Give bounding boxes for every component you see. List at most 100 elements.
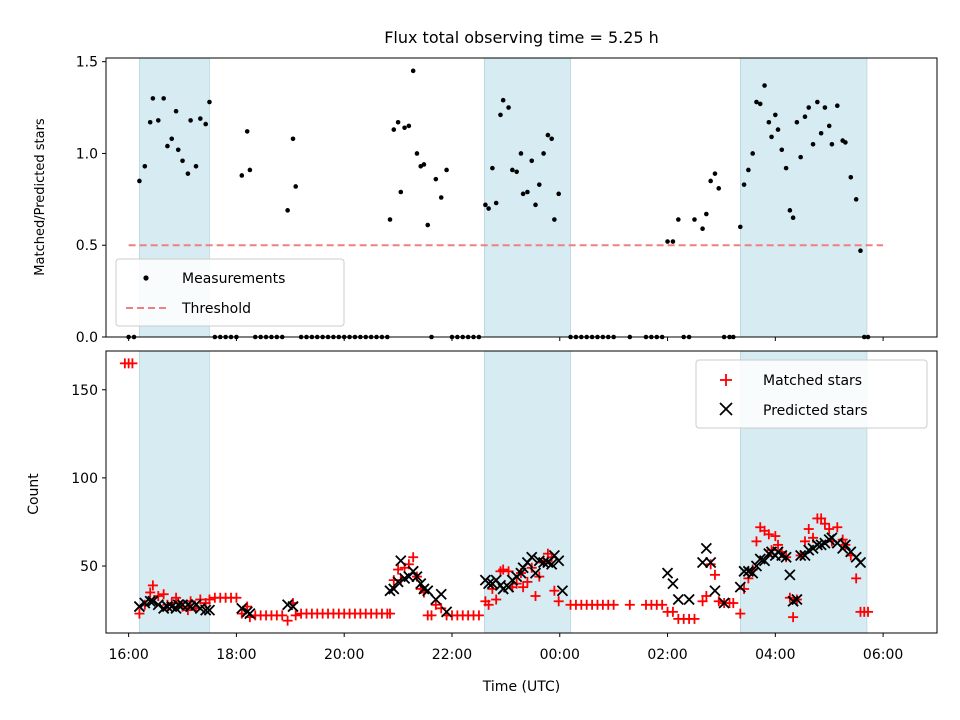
measurement-point bbox=[506, 105, 511, 110]
matched-star-point bbox=[426, 610, 437, 621]
top-axes-frame bbox=[105, 57, 938, 338]
measurement-point bbox=[670, 239, 676, 244]
matched-star-point bbox=[393, 564, 404, 575]
measurement-point bbox=[165, 143, 170, 149]
shaded-span bbox=[739, 57, 868, 338]
measurement-point bbox=[858, 248, 863, 254]
measurement-point bbox=[843, 140, 848, 145]
measurement-point bbox=[406, 123, 412, 129]
predicted-star-point bbox=[526, 551, 538, 563]
measurement-point bbox=[493, 200, 499, 206]
measurement-point bbox=[518, 151, 524, 156]
matched-stars-points bbox=[119, 358, 874, 626]
x-tick-label: 02:00 bbox=[647, 647, 687, 663]
predicted-star-point bbox=[147, 595, 159, 607]
measurement-point bbox=[490, 165, 495, 171]
predicted-star-point bbox=[738, 565, 750, 577]
x-tick-label: 20:00 bbox=[324, 647, 364, 663]
predicted-star-point bbox=[422, 585, 434, 597]
measurement-point bbox=[835, 103, 840, 109]
bottom-y-tick-label: 150 bbox=[71, 383, 98, 399]
matched-star-point bbox=[819, 518, 830, 529]
measurement-point bbox=[514, 169, 519, 175]
matched-star-point bbox=[553, 596, 564, 607]
predicted-star-point bbox=[696, 556, 709, 569]
predicted-star-point bbox=[244, 607, 256, 620]
top-y-tick-label: 0.5 bbox=[76, 238, 98, 254]
measurement-point bbox=[247, 167, 253, 173]
bottom-x-ticks: 16:00 18:00 20:00 22:00 00:00 02:00 04:00 06:00 bbox=[108, 633, 903, 663]
predicted-star-point bbox=[667, 578, 679, 590]
predicted-star-point bbox=[747, 567, 759, 579]
matched-star-point bbox=[770, 531, 781, 542]
measurement-point bbox=[395, 119, 401, 125]
matched-star-point bbox=[697, 596, 708, 607]
matched-star-point bbox=[657, 599, 668, 610]
measurement-point bbox=[545, 132, 551, 138]
x-tick-label: 06:00 bbox=[863, 647, 903, 663]
measurement-point bbox=[848, 175, 854, 180]
measurement-point bbox=[806, 105, 812, 110]
matched-star-point bbox=[127, 358, 138, 369]
bottom-y-tick-label: 50 bbox=[80, 559, 98, 575]
predicted-star-point bbox=[546, 558, 558, 570]
predicted-star-point bbox=[172, 599, 184, 611]
matched-star-point bbox=[803, 524, 814, 535]
matched-star-point bbox=[701, 590, 712, 601]
predicted-star-point bbox=[144, 595, 156, 607]
measurement-point bbox=[549, 136, 554, 142]
measurement-point bbox=[425, 222, 431, 228]
predicted-star-point bbox=[435, 588, 447, 600]
measurement-point bbox=[193, 163, 199, 169]
measurement-point bbox=[155, 118, 161, 123]
measurement-point bbox=[773, 112, 778, 118]
top-y-tick-label: 1.0 bbox=[76, 146, 98, 162]
measurement-point bbox=[741, 182, 747, 187]
matched-star-point bbox=[282, 615, 293, 626]
measurement-point bbox=[285, 208, 290, 213]
measurement-point bbox=[244, 129, 250, 134]
matched-star-point bbox=[667, 606, 678, 617]
matched-star-point bbox=[204, 594, 215, 605]
top-panel: 0.0 0.5 1.0 1.5 Flux total observing time =… bbox=[33, 28, 938, 346]
top-y-ticks: 0.0 0.5 1.0 1.5 bbox=[76, 55, 106, 346]
top-y-tick-label: 1.5 bbox=[76, 55, 98, 71]
measurement-point bbox=[716, 186, 722, 191]
predicted-star-point bbox=[700, 542, 712, 555]
measurement-point bbox=[810, 141, 816, 147]
measurement-point bbox=[173, 108, 179, 114]
measurement-point bbox=[290, 136, 296, 142]
measurement-point bbox=[293, 184, 298, 189]
measurement-point bbox=[704, 211, 709, 217]
predicted-star-point bbox=[734, 581, 746, 593]
measurement-point bbox=[510, 167, 515, 173]
predicted-star-point bbox=[683, 593, 695, 606]
matched-star-point bbox=[705, 559, 716, 570]
measurement-point bbox=[826, 123, 832, 129]
matched-star-point bbox=[689, 613, 700, 624]
x-tick-label: 22:00 bbox=[432, 647, 472, 663]
measurement-point bbox=[746, 167, 751, 173]
top-legend-box bbox=[115, 258, 345, 327]
measurement-point bbox=[398, 189, 404, 195]
matched-star-point bbox=[608, 599, 619, 610]
matched-star-point bbox=[549, 585, 560, 596]
measurement-point bbox=[410, 68, 416, 74]
matched-star-point bbox=[763, 529, 774, 540]
bottom-legend: Matched stars Predicted stars bbox=[695, 359, 928, 429]
measurement-point bbox=[433, 176, 439, 182]
matched-star-point bbox=[491, 594, 502, 605]
measurement-point bbox=[754, 99, 759, 105]
measurement-point bbox=[438, 195, 444, 200]
measurement-point bbox=[207, 99, 212, 105]
measurement-point bbox=[444, 167, 449, 173]
matched-star-point bbox=[739, 583, 750, 594]
matched-star-point bbox=[430, 599, 441, 610]
measurement-point bbox=[790, 215, 796, 220]
predicted-star-point bbox=[287, 600, 299, 613]
measurement-point bbox=[552, 217, 557, 222]
measurement-point bbox=[147, 119, 153, 125]
measurement-point bbox=[525, 189, 530, 195]
predicted-star-point bbox=[709, 585, 721, 597]
measurement-point bbox=[421, 162, 427, 167]
